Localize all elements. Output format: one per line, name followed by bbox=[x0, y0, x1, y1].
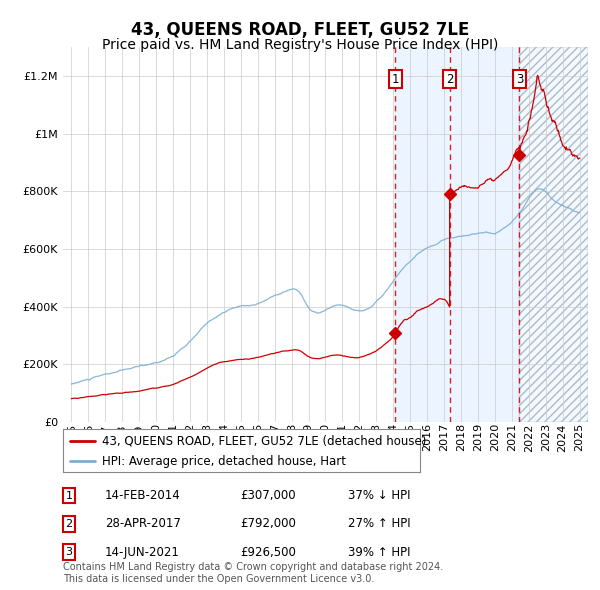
Text: 37% ↓ HPI: 37% ↓ HPI bbox=[348, 489, 410, 502]
Text: 39% ↑ HPI: 39% ↑ HPI bbox=[348, 546, 410, 559]
Text: £926,500: £926,500 bbox=[240, 546, 296, 559]
Text: 2: 2 bbox=[446, 73, 454, 86]
Text: 1: 1 bbox=[65, 491, 73, 500]
Bar bbox=[520, 47, 588, 422]
Text: 14-JUN-2021: 14-JUN-2021 bbox=[105, 546, 180, 559]
Text: £307,000: £307,000 bbox=[240, 489, 296, 502]
Text: 43, QUEENS ROAD, FLEET, GU52 7LE (detached house): 43, QUEENS ROAD, FLEET, GU52 7LE (detach… bbox=[102, 434, 427, 447]
Text: Contains HM Land Registry data © Crown copyright and database right 2024.
This d: Contains HM Land Registry data © Crown c… bbox=[63, 562, 443, 584]
Bar bbox=[520, 47, 588, 422]
Text: 43, QUEENS ROAD, FLEET, GU52 7LE: 43, QUEENS ROAD, FLEET, GU52 7LE bbox=[131, 21, 469, 39]
Text: 14-FEB-2014: 14-FEB-2014 bbox=[105, 489, 181, 502]
Text: 2: 2 bbox=[65, 519, 73, 529]
Text: 1: 1 bbox=[392, 73, 399, 86]
Text: 27% ↑ HPI: 27% ↑ HPI bbox=[348, 517, 410, 530]
Text: 3: 3 bbox=[516, 73, 523, 86]
Text: 3: 3 bbox=[65, 548, 73, 557]
Text: HPI: Average price, detached house, Hart: HPI: Average price, detached house, Hart bbox=[102, 455, 346, 468]
Text: 28-APR-2017: 28-APR-2017 bbox=[105, 517, 181, 530]
Text: Price paid vs. HM Land Registry's House Price Index (HPI): Price paid vs. HM Land Registry's House … bbox=[102, 38, 498, 53]
Text: £792,000: £792,000 bbox=[240, 517, 296, 530]
Bar bbox=[395, 47, 520, 422]
